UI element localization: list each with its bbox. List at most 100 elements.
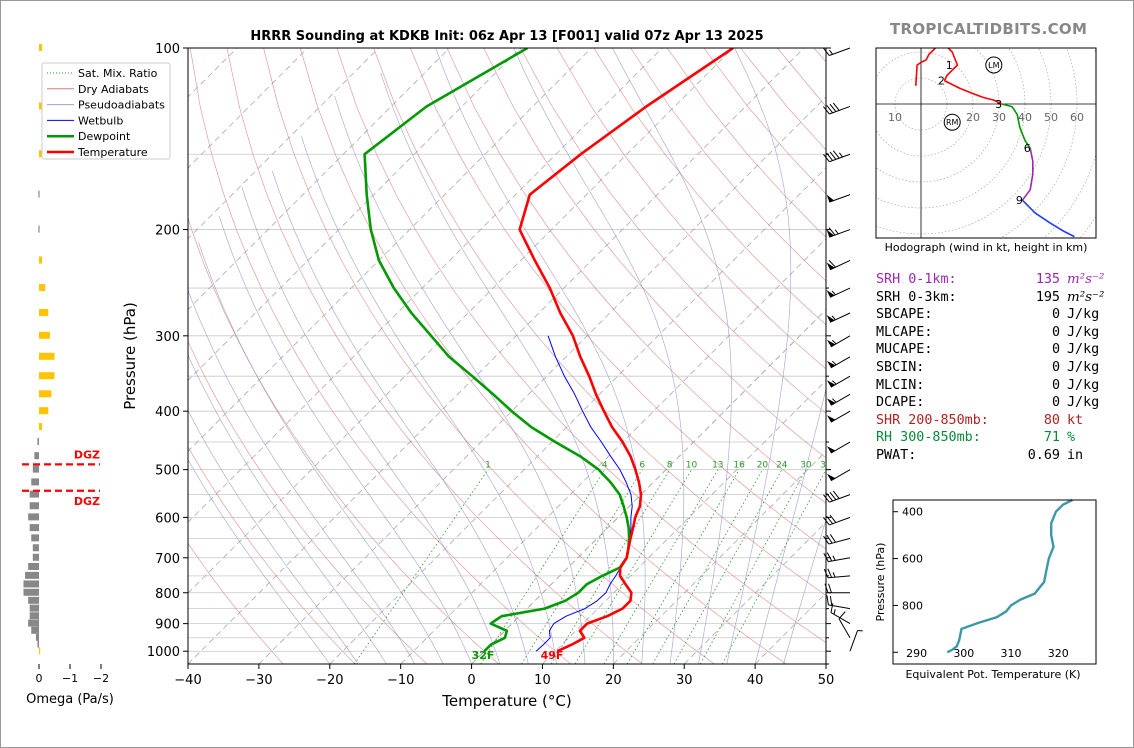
wind-barb-feather (826, 152, 834, 161)
mixing-ratio-line (353, 469, 489, 664)
wind-barb (826, 393, 851, 406)
dry-adiabat-line (446, 48, 826, 504)
mixing-ratio-line (673, 469, 783, 664)
dry-adiabat-line (188, 446, 356, 664)
param-label: MLCAPE: (876, 324, 933, 340)
wind-barb-staff (829, 194, 851, 203)
x-tick-label: 30 (676, 673, 693, 688)
wind-barb-feather (827, 568, 833, 578)
dry-adiabat-line (336, 48, 826, 643)
wind-barb-feather (829, 103, 837, 112)
wind-barb-staff (830, 469, 851, 482)
theta-e-y-axis-label: Pressure (hPa) (874, 543, 887, 622)
wind-barb-feather (830, 603, 834, 613)
omega-bar (39, 372, 55, 380)
surface-temperature-label: 49F (541, 649, 564, 662)
mixing-ratio-label: 36 (820, 461, 832, 471)
omega-bar (28, 619, 39, 627)
pseudoadiabat-line (513, 48, 685, 664)
wind-barb-feather (828, 259, 836, 268)
legend-label: Sat. Mix. Ratio (78, 67, 158, 80)
pseudoadiabat-line (334, 95, 586, 664)
pseudoadiabat-line (198, 242, 444, 664)
omega-bar (39, 423, 43, 431)
x-tick-label: −10 (387, 673, 414, 688)
omega-bar (39, 256, 43, 264)
wind-barb-half-feather (833, 609, 836, 615)
x-tick-label: 40 (747, 673, 764, 688)
param-label: MLCIN: (876, 377, 925, 393)
param-label: SBCAPE: (876, 307, 933, 323)
theta-e-panel: 290 300 310 320 400 600 800 Equivalent Pot. Tem… (874, 498, 1097, 681)
wind-barb-flag (826, 380, 836, 388)
mixing-ratio-label: 10 (686, 461, 698, 471)
wind-barb-feather (828, 227, 836, 236)
wind-barb-feather (826, 534, 833, 544)
y-tick-label: 900 (155, 618, 180, 633)
storm-motion-label: LM (988, 61, 999, 70)
x-tick-label: −30 (245, 673, 272, 688)
wind-barb-flag (826, 446, 836, 454)
wind-barb-half-feather (832, 572, 836, 578)
param-value: 0 (1051, 395, 1060, 411)
y-axis-label: Pressure (hPa) (121, 302, 139, 410)
theta-e-y-tick-label: 400 (902, 506, 923, 519)
pseudoadiabat-line (435, 48, 646, 664)
wind-barb-flag (826, 415, 836, 423)
wind-barb-feather (826, 493, 834, 502)
param-value: 0 (1051, 324, 1060, 340)
y-tick-label: 400 (155, 405, 180, 420)
omega-axis-label: Omega (Pa/s) (26, 692, 114, 707)
pseudoadiabat-line (726, 48, 792, 664)
wind-barb-staff (829, 153, 851, 163)
x-tick-label: 10 (534, 673, 551, 688)
storm-motion-label: RM (946, 118, 959, 127)
param-unit: kt (1067, 412, 1084, 428)
param-unit: % (1067, 430, 1076, 446)
wind-barb-feather (829, 491, 837, 501)
param-unit: m²s⁻² (1067, 272, 1105, 287)
param-unit: J/kg (1067, 377, 1100, 393)
wind-barb-half-feather (829, 49, 834, 55)
wind-barb-feather (823, 568, 829, 578)
x-tick-label: −40 (174, 673, 201, 688)
y-tick-label: 600 (155, 511, 180, 526)
isotherm-line (188, 48, 805, 664)
theta-e-y-tick-label: 800 (902, 599, 923, 612)
wind-barb-flag (826, 229, 835, 238)
skewt-axes: −40 −30 −20 −10 0 10 20 30 40 50 100 200 300 400 500 60… (41, 29, 834, 710)
pseudoadiabat-line (612, 48, 732, 664)
hodograph-height-label: 9 (1016, 194, 1023, 207)
wind-barb (823, 47, 851, 56)
isotherm-line (258, 96, 826, 664)
dry-adiabat-line (263, 48, 715, 664)
param-label: SRH 0-3km: (876, 289, 957, 305)
y-tick-label: 100 (155, 42, 180, 57)
wind-barb (826, 410, 851, 423)
wind-barb-half-feather (832, 380, 837, 385)
dry-adiabat-line (189, 48, 571, 664)
omega-bar (39, 150, 43, 158)
omega-panel: 0 −1 −2 Omega (Pa/s) DGZ DGZ (22, 44, 114, 707)
wind-barb-feather (823, 154, 830, 163)
wind-barb-half-feather (832, 398, 837, 403)
wind-barb-staff (829, 494, 851, 503)
wind-barbs (823, 47, 863, 652)
site-watermark: TROPICALTIDBITS.COM (890, 20, 1088, 38)
legend-label: Pseudoadiabats (78, 99, 165, 112)
omega-bar (35, 633, 39, 641)
omega-bar (37, 438, 39, 446)
wind-barb-half-feather (834, 229, 839, 235)
pseudoadiabat-line (188, 289, 416, 664)
omega-bar (39, 309, 49, 317)
y-tick-label: 300 (155, 330, 180, 345)
omega-bar (34, 452, 39, 460)
mixing-ratio-line (550, 469, 671, 664)
wind-barb (826, 356, 851, 369)
omega-bar (28, 596, 39, 604)
wind-barb-flag (826, 360, 836, 368)
param-row: DCAPE: 0 J/kg (876, 394, 1104, 412)
param-unit: J/kg (1067, 324, 1100, 340)
omega-bar (39, 352, 55, 360)
wind-barb-half-feather (832, 555, 836, 561)
